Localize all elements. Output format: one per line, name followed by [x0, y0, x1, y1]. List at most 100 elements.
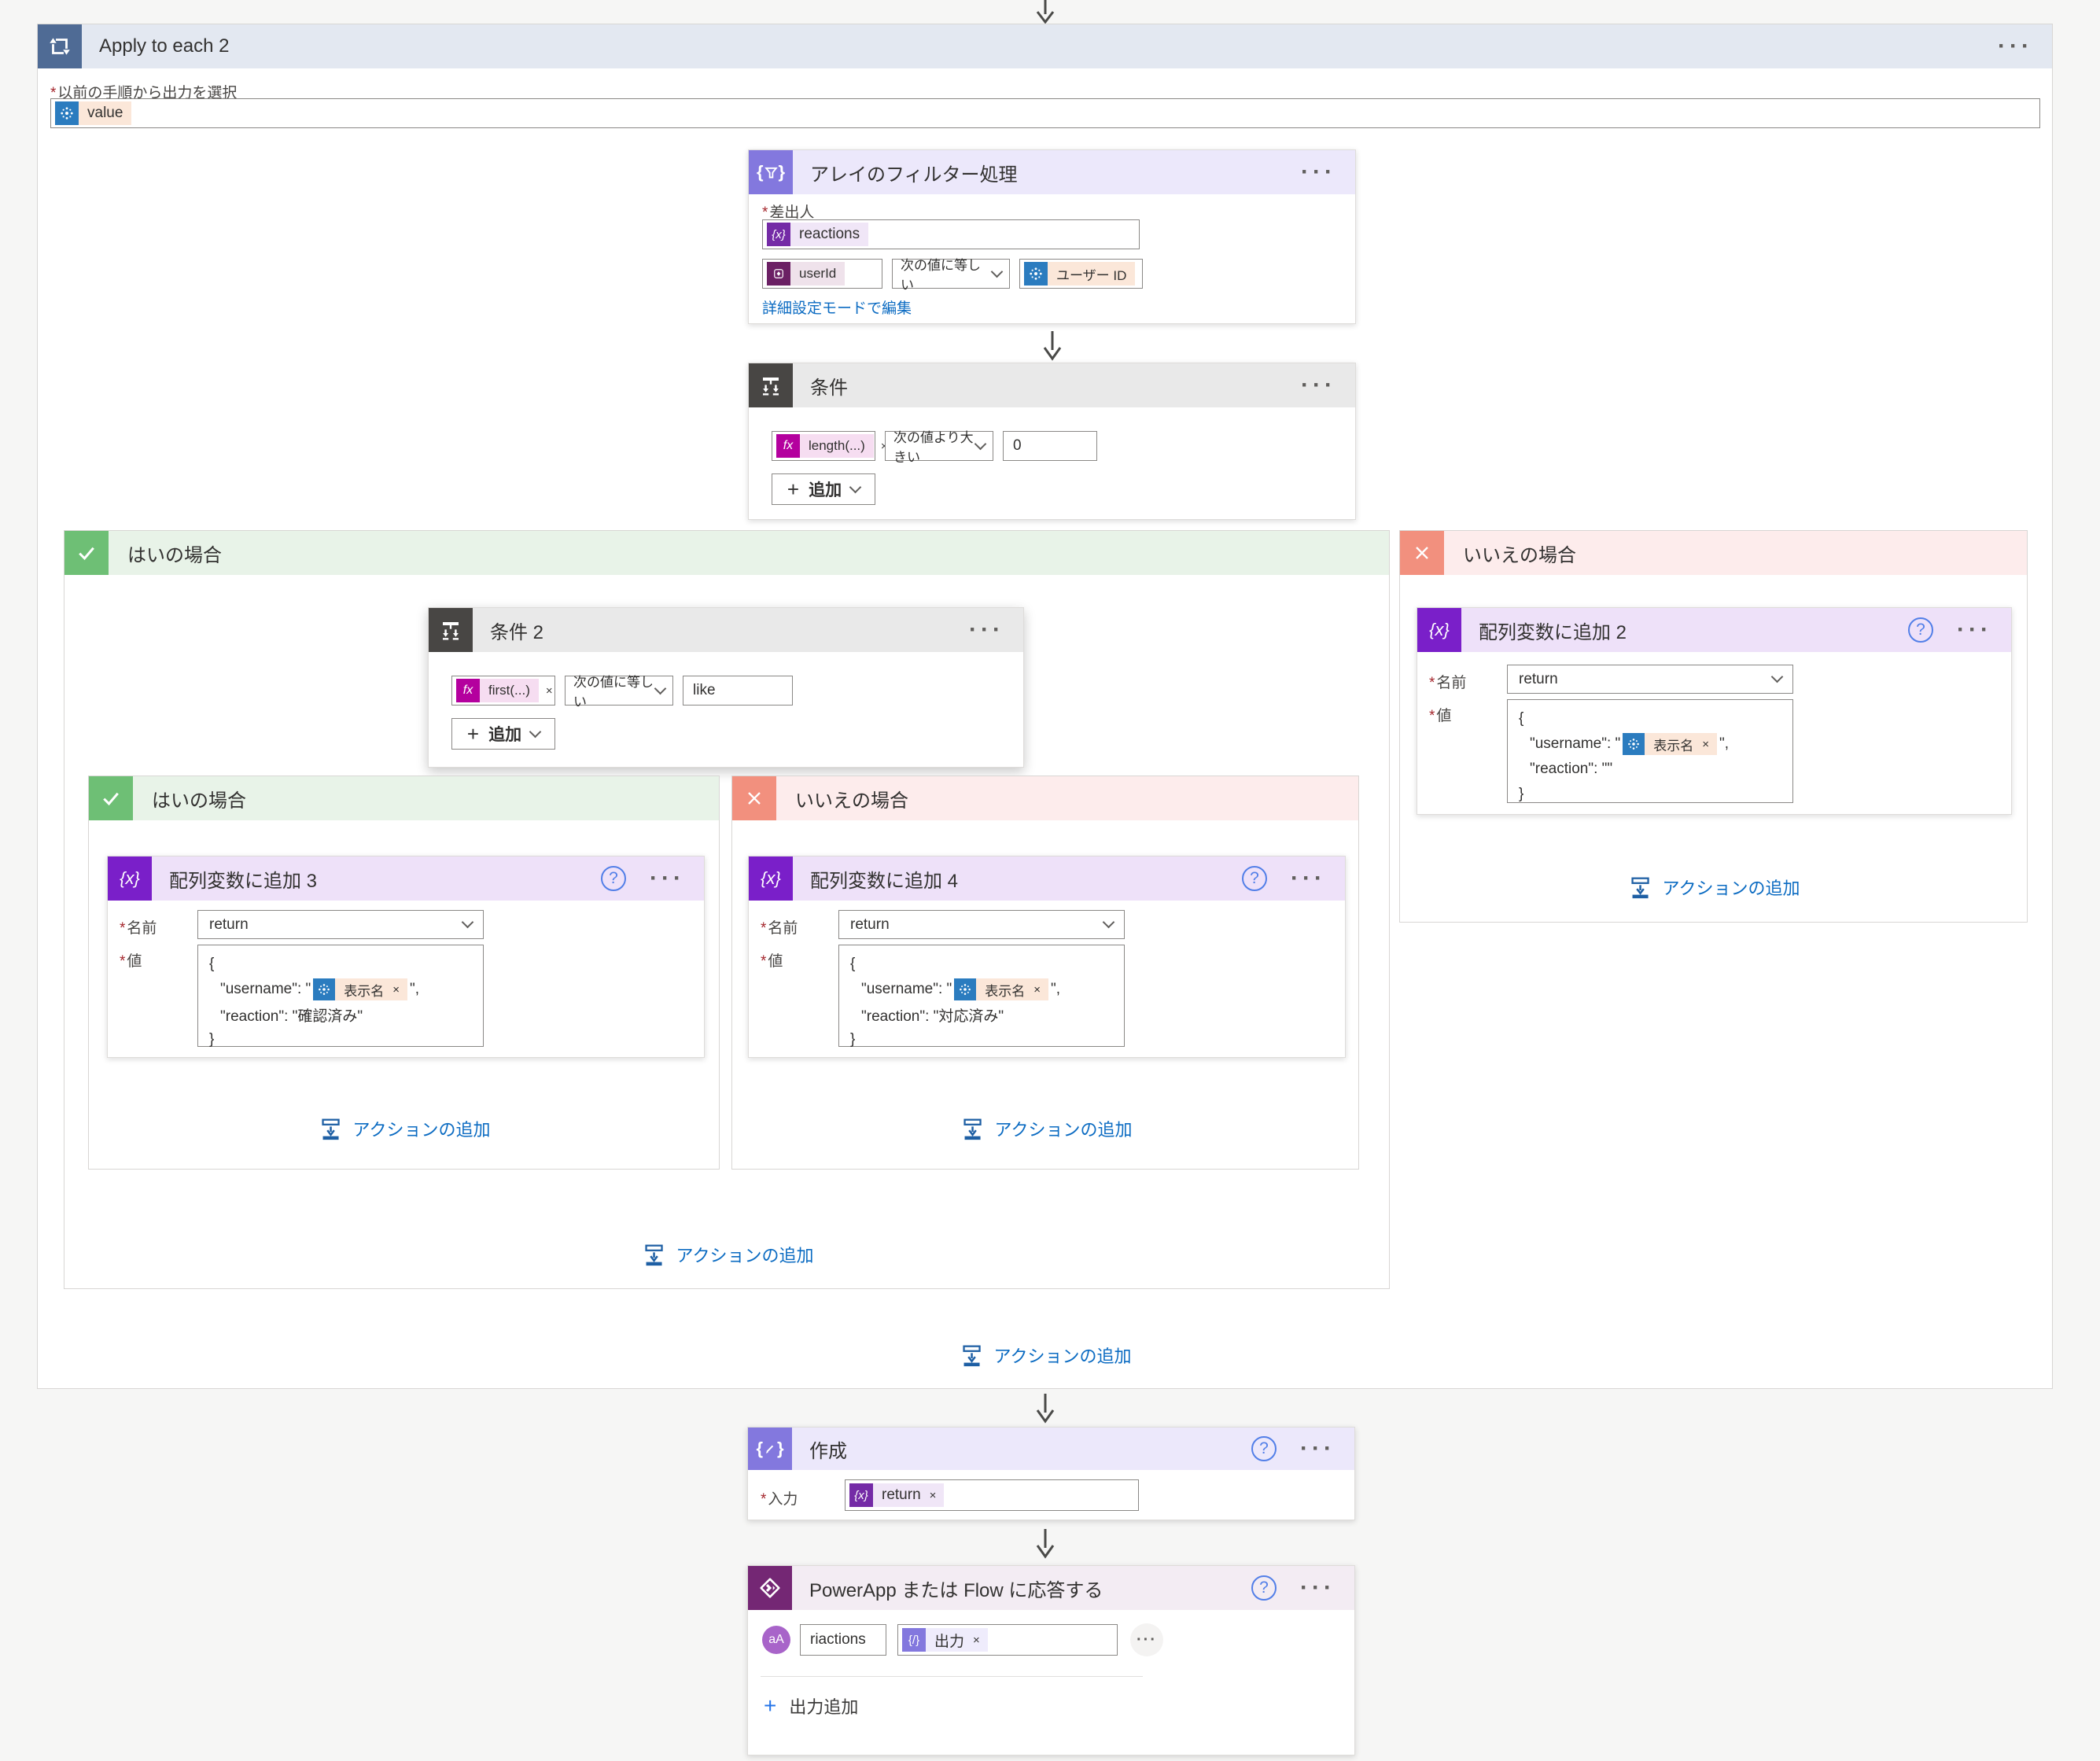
- user-id-token[interactable]: ユーザー ID: [1024, 262, 1136, 286]
- condition2-menu-button[interactable]: ···: [969, 617, 1004, 643]
- add-action-link[interactable]: アクションの追加: [1628, 875, 1800, 900]
- display-name-token[interactable]: 表示名 ×: [313, 978, 408, 1000]
- respond-powerapp-header[interactable]: PowerApp または Flow に応答する ? ···: [748, 1566, 1354, 1610]
- add-action-link[interactable]: アクションの追加: [960, 1343, 1131, 1368]
- length-expression-token[interactable]: fx length(...): [776, 434, 874, 458]
- append-variable-4-title: 配列変数に追加 4: [810, 870, 959, 892]
- variable-name-dropdown[interactable]: return: [197, 910, 484, 939]
- condition2-header[interactable]: 条件 2 ···: [429, 608, 1023, 652]
- apply-to-each-menu-button[interactable]: ···: [1998, 33, 2033, 59]
- connector-arrow-1: [1043, 331, 1062, 361]
- compose-input-field[interactable]: {x} return ×: [845, 1479, 1139, 1511]
- append-variable-4-header[interactable]: {x} 配列変数に追加 4 ? ···: [749, 857, 1345, 901]
- apply-to-each-header[interactable]: Apply to each 2 ···: [38, 24, 2052, 68]
- append-variable-3-header[interactable]: {x} 配列変数に追加 3 ? ···: [108, 857, 704, 901]
- compose-icon: { }: [748, 1428, 792, 1470]
- value-token-label: value: [79, 101, 132, 125]
- filter-operator-dropdown[interactable]: 次の値に等しい: [892, 258, 1010, 293]
- connector-arrow-3: [1036, 1529, 1055, 1559]
- first-expression-token[interactable]: fx first(...): [456, 679, 539, 702]
- filter-array-menu-button[interactable]: ···: [1301, 159, 1336, 185]
- condition-operator-dropdown[interactable]: 次の値より大きい: [885, 430, 993, 465]
- help-icon[interactable]: ?: [1908, 617, 1934, 643]
- if-no-branch-header[interactable]: いいえの場合: [1400, 531, 2027, 575]
- if-yes-branch-header[interactable]: はいの場合: [64, 531, 1389, 575]
- filter-array-title: アレイのフィルター処理: [810, 164, 1018, 186]
- x-icon: [1400, 531, 1444, 575]
- add-output-link[interactable]: + 出力追加: [764, 1693, 859, 1718]
- condition-right-value-input[interactable]: 0: [1003, 431, 1097, 461]
- output-row-menu-button[interactable]: ···: [1130, 1623, 1163, 1656]
- filter-left-operand[interactable]: userId: [762, 259, 882, 289]
- remove-token-icon[interactable]: ×: [1702, 733, 1718, 755]
- remove-token-icon[interactable]: ×: [874, 440, 888, 453]
- variable-value-editor[interactable]: { "username": " 表示名 × ",: [197, 945, 484, 1048]
- json-line: "reaction": "確認済み": [220, 1008, 363, 1025]
- insert-action-icon: [645, 1244, 663, 1266]
- remove-token-icon[interactable]: ×: [973, 1628, 988, 1652]
- dynamic-content-icon: [1623, 733, 1645, 755]
- help-icon[interactable]: ?: [1251, 1436, 1277, 1461]
- append-variable-4-menu-button[interactable]: ···: [1291, 865, 1326, 891]
- append-variable-2-header[interactable]: {x} 配列変数に追加 2 ? ···: [1417, 608, 2011, 652]
- inner-if-no-header[interactable]: いいえの場合: [732, 776, 1358, 820]
- advanced-mode-link[interactable]: 詳細設定モードで編集: [762, 300, 912, 317]
- display-name-token[interactable]: 表示名 ×: [1623, 733, 1718, 755]
- append-variable-2-block: {x} 配列変数に追加 2 ? ··· * 名前 return * 値 { "use…: [1417, 607, 2012, 815]
- select-output-field[interactable]: value: [50, 98, 2040, 128]
- respond-powerapp-menu-button[interactable]: ···: [1300, 1575, 1336, 1601]
- add-action-link[interactable]: アクションの追加: [960, 1116, 1132, 1141]
- variable-name-dropdown[interactable]: return: [838, 910, 1125, 939]
- display-name-token[interactable]: 表示名 ×: [954, 978, 1049, 1000]
- filter-right-operand[interactable]: ユーザー ID: [1019, 259, 1143, 289]
- apply-to-each-loop-icon: [38, 24, 82, 68]
- help-icon[interactable]: ?: [601, 866, 627, 891]
- condition-header[interactable]: 条件 ···: [749, 363, 1355, 407]
- remove-token-icon[interactable]: ×: [545, 683, 553, 698]
- compose-menu-button[interactable]: ···: [1300, 1435, 1336, 1461]
- item-token-icon: [767, 262, 790, 286]
- fx-expression-icon: fx: [776, 434, 800, 458]
- variable-token-icon: {x}: [849, 1483, 873, 1507]
- connector-arrow-top: [1036, 0, 1055, 24]
- display-name-token-label: 表示名: [1645, 733, 1703, 755]
- name-label: * 名前: [120, 920, 157, 937]
- filter-array-header[interactable]: { } アレイのフィルター処理 ···: [749, 150, 1355, 194]
- variable-value-editor[interactable]: { "username": " 表示名 × ", "reaction": "": [1507, 699, 1793, 803]
- remove-token-icon[interactable]: ×: [1033, 978, 1049, 1000]
- userid-token[interactable]: userId: [767, 262, 846, 286]
- inner-if-no-branch: いいえの場合 {x} 配列変数に追加 4 ? ··· * 名前 return * 値: [731, 776, 1359, 1170]
- output-name-input[interactable]: riactions: [800, 1624, 886, 1656]
- remove-token-icon[interactable]: ×: [392, 978, 408, 1000]
- reactions-token[interactable]: {x} reactions: [767, 223, 869, 246]
- inner-if-yes-header[interactable]: はいの場合: [89, 776, 719, 820]
- condition-left-operand[interactable]: fx length(...) ×: [772, 431, 888, 461]
- condition-add-button[interactable]: + 追加: [772, 473, 875, 505]
- output-type-badge[interactable]: aA: [762, 1626, 790, 1654]
- value-token[interactable]: value: [55, 101, 132, 125]
- return-token[interactable]: {x} return ×: [849, 1483, 945, 1507]
- variable-name-dropdown[interactable]: return: [1507, 665, 1793, 694]
- value-label: * 値: [120, 953, 142, 970]
- help-icon[interactable]: ?: [1251, 1575, 1277, 1601]
- chevron-down-icon: [849, 481, 862, 493]
- condition2-right-value-input[interactable]: like: [683, 676, 793, 706]
- output-value-field[interactable]: {/} 出力 ×: [897, 1624, 1118, 1656]
- condition2-add-button[interactable]: + 追加: [451, 718, 555, 750]
- condition2-operator-dropdown[interactable]: 次の値に等しい: [565, 675, 673, 709]
- compose-header[interactable]: { } 作成 ? ···: [748, 1428, 1354, 1470]
- reactions-token-label: reactions: [790, 223, 869, 246]
- output-token[interactable]: {/} 出力 ×: [902, 1628, 988, 1652]
- add-action-link[interactable]: アクションの追加: [319, 1116, 490, 1141]
- dynamic-content-icon: [55, 101, 79, 125]
- condition-title: 条件: [810, 377, 848, 399]
- filter-from-field[interactable]: {x} reactions: [762, 219, 1140, 249]
- help-icon[interactable]: ?: [1242, 866, 1268, 891]
- condition-menu-button[interactable]: ···: [1301, 372, 1336, 398]
- append-variable-3-menu-button[interactable]: ···: [650, 865, 685, 891]
- condition2-left-operand[interactable]: fx first(...) ×: [451, 676, 555, 706]
- remove-token-icon[interactable]: ×: [929, 1483, 945, 1507]
- append-variable-2-menu-button[interactable]: ···: [1957, 617, 1992, 643]
- add-action-link[interactable]: アクションの追加: [642, 1242, 813, 1267]
- variable-value-editor[interactable]: { "username": " 表示名 × ",: [838, 945, 1125, 1048]
